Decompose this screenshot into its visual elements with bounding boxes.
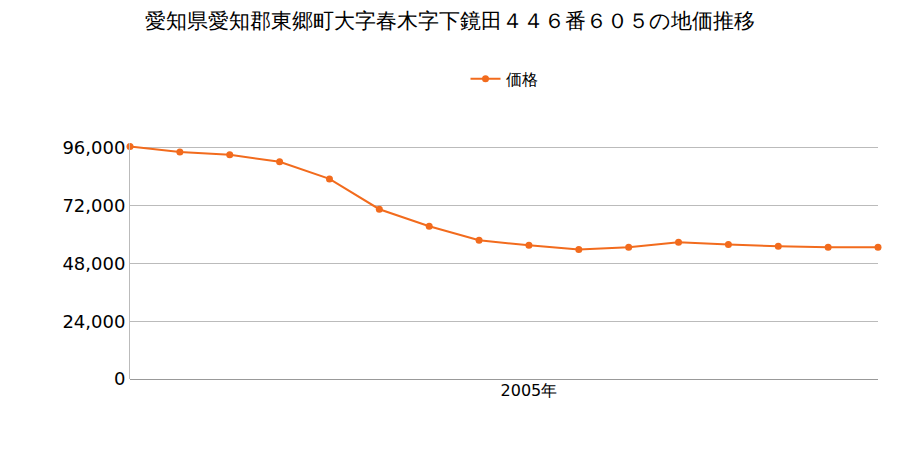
svg-text:48,000: 48,000 — [62, 253, 125, 274]
svg-text:価格: 価格 — [506, 70, 538, 89]
svg-text:2005年: 2005年 — [501, 381, 558, 400]
svg-text:96,000: 96,000 — [62, 137, 125, 158]
svg-text:72,000: 72,000 — [62, 195, 125, 216]
svg-text:愛知県愛知郡東郷町大字春木字下鏡田４４６番６０５の地価推移: 愛知県愛知郡東郷町大字春木字下鏡田４４６番６０５の地価推移 — [145, 9, 755, 33]
svg-text:24,000: 24,000 — [62, 311, 125, 332]
svg-text:0: 0 — [114, 368, 125, 389]
